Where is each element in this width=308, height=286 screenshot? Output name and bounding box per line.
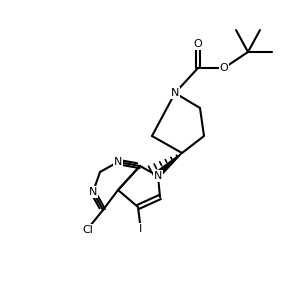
Text: Cl: Cl: [83, 225, 93, 235]
Text: N: N: [171, 88, 179, 98]
Text: O: O: [220, 63, 228, 73]
Text: I: I: [138, 224, 142, 234]
Text: N: N: [114, 157, 122, 167]
Text: O: O: [194, 39, 202, 49]
Text: N: N: [154, 171, 162, 181]
Text: N: N: [89, 187, 97, 197]
Polygon shape: [153, 153, 182, 180]
